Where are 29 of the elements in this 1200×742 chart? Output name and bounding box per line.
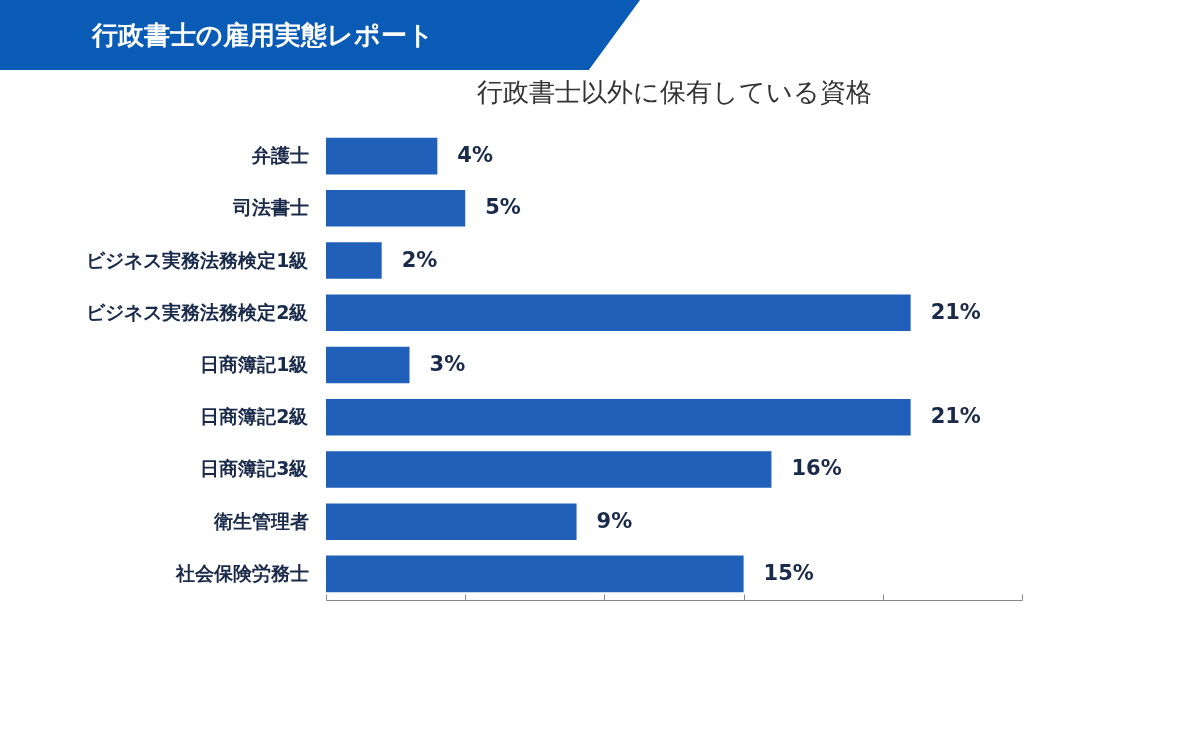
chart-subtitle: 行政書士以外に保有している資格	[476, 77, 872, 107]
y-tick-label: 衛生管理者	[212, 509, 309, 532]
bar	[326, 294, 911, 332]
y-tick-label: 司法書士	[231, 196, 309, 219]
data-label: 21%	[930, 299, 981, 324]
bar	[326, 503, 577, 540]
y-tick-label: 弁護士	[250, 144, 309, 167]
y-tick-label: 社会保険労務士	[174, 561, 309, 584]
bar	[326, 346, 410, 384]
y-tick-label: ビジネス実務法務検定2級	[86, 300, 309, 323]
y-tick-label: ビジネス実務法務検定1級	[86, 248, 309, 271]
bar	[326, 190, 466, 227]
data-label: 16%	[791, 456, 842, 481]
y-tick-label: 日商簿記3級	[200, 457, 309, 480]
data-label: 15%	[763, 560, 814, 585]
chart-title: 行政書士の雇用実態レポート	[0, 0, 640, 70]
data-label: 5%	[485, 195, 521, 220]
bar	[326, 451, 772, 488]
y-tick-label: 日商簿記1級	[200, 353, 309, 375]
bar	[326, 242, 382, 279]
y-tick-label: 日商簿記2級	[200, 405, 309, 428]
bar	[326, 555, 744, 593]
data-label: 3%	[429, 352, 466, 376]
data-label: 21%	[930, 404, 981, 429]
data-label: 4%	[457, 143, 494, 168]
bar	[326, 398, 911, 436]
data-label: 2%	[401, 247, 438, 272]
data-label: 9%	[596, 508, 633, 533]
bar	[326, 137, 438, 175]
